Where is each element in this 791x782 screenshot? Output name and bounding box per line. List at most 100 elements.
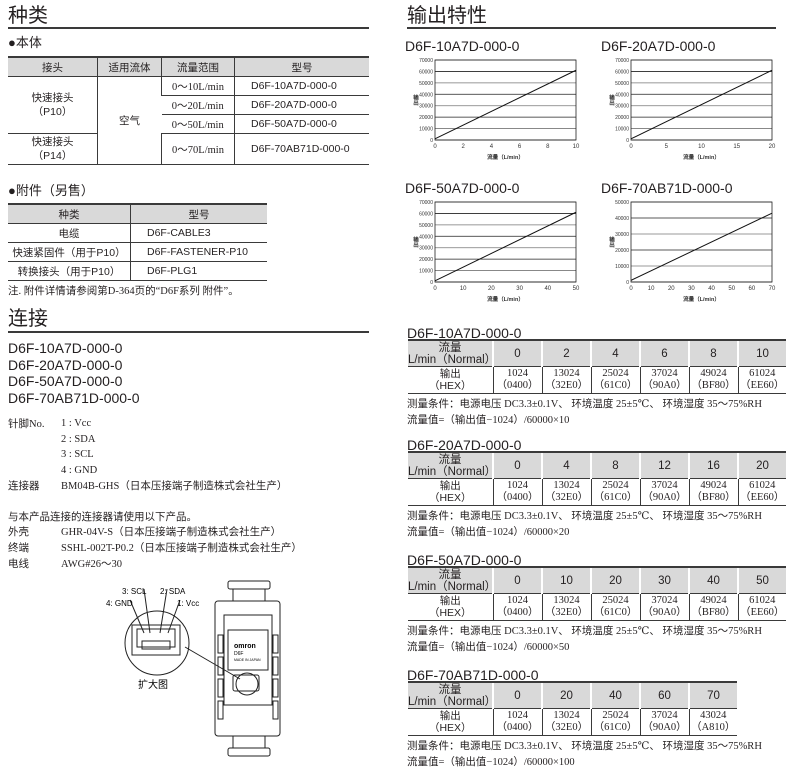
series-line bbox=[630, 212, 773, 281]
pin: 4 : GND bbox=[61, 465, 98, 477]
measurement-conditions: 测量条件：电源电压 DC3.3±0.1V、 环境温度 25±5℃、 环境湿度 3… bbox=[407, 511, 762, 522]
flow-value: 40 bbox=[688, 566, 738, 594]
output-value: 49024 （BF80） bbox=[688, 478, 738, 506]
output-value: 61024 （EE60） bbox=[737, 478, 786, 506]
connector-diagram: 3: SCL 2: SDA 4: GND 1: Vcc 扩大图 omron D6… bbox=[106, 580, 281, 757]
y-tick-label: 0 bbox=[626, 138, 629, 144]
x-tick-label: 70 bbox=[769, 286, 776, 292]
output-value: 37024 （90A0） bbox=[639, 593, 689, 621]
col-header: 型号 bbox=[130, 203, 267, 224]
y-tick-label: 50000 bbox=[615, 200, 629, 206]
output-table-title: D6F-70AB71D-000-0 bbox=[407, 667, 539, 683]
model-cell: D6F-10A7D-000-0 bbox=[234, 76, 369, 96]
output-value: 13024 （32E0） bbox=[541, 478, 591, 506]
output-chart: 0 10000 20000 30000 40000 50000 60000 70000 0 10 2… bbox=[412, 200, 580, 303]
output-value: 25024 （61C0） bbox=[590, 478, 640, 506]
output-value: 37024 （90A0） bbox=[639, 478, 689, 506]
x-tick-label: 0 bbox=[433, 286, 437, 292]
flow-formula: 流量值=（输出值−1024）/60000×10 bbox=[407, 415, 570, 426]
measurement-conditions: 测量条件：电源电压 DC3.3±0.1V、 环境温度 25±5℃、 环境湿度 3… bbox=[407, 741, 762, 752]
y-tick-label: 10000 bbox=[615, 127, 629, 133]
y-tick-label: 60000 bbox=[419, 69, 433, 75]
x-tick-label: 0 bbox=[629, 144, 633, 150]
flow-label: 流量 L/min（Normal） bbox=[408, 681, 497, 709]
output-table: 流量 L/min（Normal） 0 10 20 30 40 50 输出 （HEX） 1024 … bbox=[408, 566, 786, 621]
measurement-conditions: 测量条件：电源电压 DC3.3±0.1V、 环境温度 25±5℃、 环境湿度 3… bbox=[407, 626, 762, 637]
divider bbox=[8, 331, 369, 333]
flow-value: 0 bbox=[492, 451, 542, 479]
y-tick-label: 20000 bbox=[419, 115, 433, 121]
output-value: 61024 （EE60） bbox=[737, 593, 786, 621]
x-axis-label: 流量（L/min） bbox=[487, 295, 524, 303]
x-tick-label: 40 bbox=[708, 286, 715, 292]
plot-frame bbox=[630, 201, 773, 283]
y-tick-label: 30000 bbox=[615, 232, 629, 238]
flow-value: 10 bbox=[541, 566, 591, 594]
y-tick-label: 10000 bbox=[419, 127, 433, 133]
y-tick-label: 70000 bbox=[419, 200, 433, 206]
model-cell: D6F-20A7D-000-0 bbox=[234, 95, 369, 115]
output-table-title: D6F-50A7D-000-0 bbox=[407, 552, 522, 568]
output-value: 1024 （0400） bbox=[492, 593, 542, 621]
pin-list: 1 : Vcc 2 : SDA 3 : SCL 4 : GND bbox=[61, 416, 97, 479]
x-tick-label: 10 bbox=[460, 286, 467, 292]
y-tick-label: 10000 bbox=[615, 264, 629, 270]
accessories-table: 种类 型号 电缆 D6F-CABLE3 快速紧固件（用于P10） D6F-FASTEN… bbox=[8, 203, 267, 281]
y-tick-label: 70000 bbox=[615, 58, 629, 64]
x-tick-label: 20 bbox=[488, 286, 495, 292]
model-cell: D6F-70AB71D-000-0 bbox=[234, 133, 369, 165]
model-name: D6F-70AB71D-000-0 bbox=[8, 389, 140, 406]
x-tick-label: 6 bbox=[518, 144, 522, 150]
section-title-connection: 连接 bbox=[8, 308, 48, 330]
pin-label: 针脚No. bbox=[8, 419, 45, 430]
magnify-circle bbox=[124, 610, 190, 676]
output-label: 输出 （HEX） bbox=[408, 366, 493, 394]
col-header: 流量范围 bbox=[161, 56, 235, 77]
x-tick-label: 0 bbox=[433, 144, 437, 150]
connector-cell: 快速接头 （P10） bbox=[8, 76, 98, 134]
model-name: D6F-20A7D-000-0 bbox=[8, 356, 123, 373]
output-value: 25024 （61C0） bbox=[590, 593, 640, 621]
x-tick-label: 30 bbox=[688, 286, 695, 292]
model-list: D6F-10A7D-000-0 D6F-20A7D-000-0 D6F-50A7… bbox=[8, 340, 140, 406]
output-table-title: D6F-20A7D-000-0 bbox=[407, 437, 522, 453]
divider bbox=[8, 27, 369, 29]
y-axis-label: 输出 bbox=[608, 93, 615, 107]
connector-value: BM04B-GHS（日本压接端子制造株式会社生产） bbox=[61, 481, 288, 492]
output-value: 13024 （32E0） bbox=[541, 366, 591, 394]
y-tick-label: 60000 bbox=[615, 69, 629, 75]
connector-label: 连接器 bbox=[8, 481, 40, 492]
measurement-conditions: 测量条件：电源电压 DC3.3±0.1V、 环境温度 25±5℃、 环境湿度 3… bbox=[407, 399, 762, 410]
connector-enlarged bbox=[131, 624, 181, 656]
acc-type: 转换接头（用于P10） bbox=[8, 261, 131, 281]
y-tick-label: 50000 bbox=[615, 81, 629, 87]
section-title-output: 输出特性 bbox=[407, 5, 487, 27]
model-name: D6F-50A7D-000-0 bbox=[8, 373, 123, 389]
y-tick-label: 70000 bbox=[419, 58, 433, 64]
output-table: 流量 L/min（Normal） 0 20 40 60 70 输出 （HEX） 1024 （0… bbox=[408, 681, 737, 736]
output-value: 1024 （0400） bbox=[492, 478, 542, 506]
chart-title: D6F-20A7D-000-0 bbox=[601, 38, 716, 54]
y-tick-label: 30000 bbox=[419, 104, 433, 110]
range-cell: 0～10L/min bbox=[161, 76, 235, 96]
plot-frame bbox=[434, 201, 577, 283]
output-table: 流量 L/min（Normal） 0 2 4 6 8 10 输出 （HEX） 1024 （040… bbox=[408, 339, 786, 394]
x-tick-label: 10 bbox=[648, 286, 655, 292]
output-value: 25024 （61C0） bbox=[590, 366, 640, 394]
output-value: 1024 （0400） bbox=[492, 708, 542, 736]
x-tick-label: 10 bbox=[573, 144, 580, 150]
parts-list: 外壳 GHR-04V-S（日本压接端子制造株式会社生产） 终端 SSHL-002T-… bbox=[8, 525, 302, 573]
accessories-heading: ●附件（另售） bbox=[8, 183, 94, 198]
plot-frame bbox=[434, 59, 577, 141]
flow-value: 40 bbox=[590, 681, 640, 709]
part-label: 电线 bbox=[8, 559, 29, 570]
pin: 2 : SDA bbox=[61, 433, 96, 445]
output-table-title: D6F-10A7D-000-0 bbox=[407, 325, 522, 341]
acc-model: D6F-PLG1 bbox=[130, 261, 267, 281]
pin-label-gnd: 4: GND bbox=[106, 599, 133, 608]
acc-model: D6F-FASTENER-P10 bbox=[130, 242, 267, 262]
x-axis-label: 流量（L/min） bbox=[683, 295, 720, 303]
flow-label: 流量 L/min（Normal） bbox=[408, 339, 497, 367]
flow-value: 20 bbox=[590, 566, 640, 594]
y-tick-label: 50000 bbox=[419, 223, 433, 229]
